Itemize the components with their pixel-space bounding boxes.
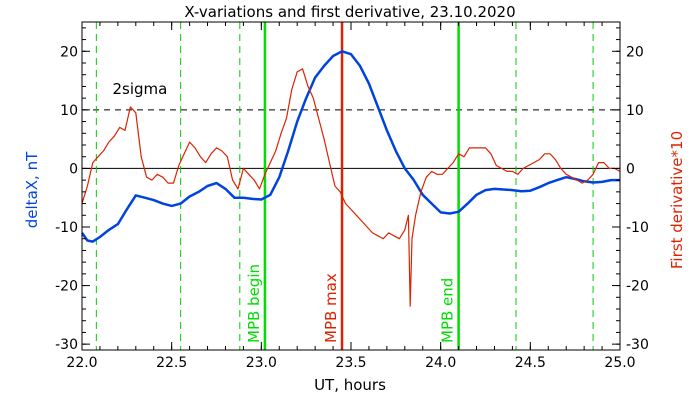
x-tick-label-0: 22.0 [66,355,97,371]
marker-label-1: MPB max [322,273,340,343]
x-tick-label-6: 25.0 [604,355,635,371]
x-tick-label-5: 24.5 [515,355,546,371]
y-tick-label-left-2: -10 [55,220,78,236]
y-tick-label-left-0: -30 [55,337,78,353]
y-tick-label-right-1: -20 [626,279,649,295]
x-tick-label-2: 23.0 [246,355,277,371]
y-tick-label-left-4: 10 [60,103,78,119]
x-axis-label: UT, hours [314,376,386,394]
y-axis-label-left: deltaX, nT [23,151,41,228]
x-tick-label-1: 22.5 [156,355,187,371]
y-tick-label-left-1: -20 [55,279,78,295]
y-tick-label-right-0: -30 [626,337,649,353]
marker-label-2: MPB end [439,278,457,343]
sigma-annotation: 2sigma [112,80,167,98]
y-tick-label-right-2: -10 [626,220,649,236]
derivative-series-line [81,68,621,307]
chart-title: X-variations and first derivative, 23.10… [184,3,515,21]
y-tick-label-right-5: 20 [626,44,644,60]
x-tick-label-3: 23.5 [335,355,366,371]
deltax-series-line [80,50,620,243]
y-tick-label-left-3: 0 [69,161,78,177]
y-tick-label-right-3: 0 [626,161,635,177]
y-axis-label-right: First derivative*10 [668,131,686,269]
x-tick-label-4: 24.0 [425,355,456,371]
y-tick-label-right-4: 10 [626,103,644,119]
plot-area: MPB begin MPB max MPB end 2sigma 22.0 22.5 23.… [55,21,649,371]
marker-label-0: MPB begin [245,264,263,343]
y-tick-label-left-5: 20 [60,44,78,60]
